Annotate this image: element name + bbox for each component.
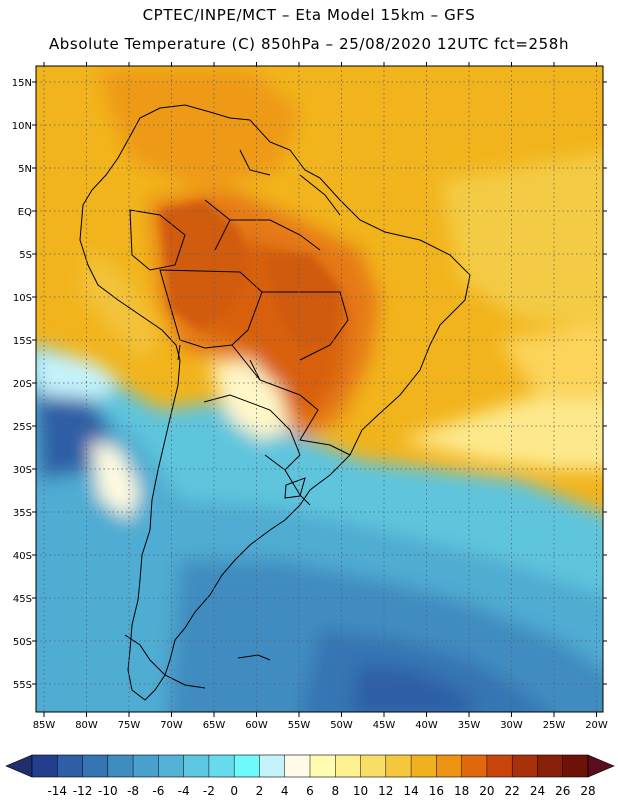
colorbar-label: -14 [47,784,67,798]
colorbar-label: 2 [256,784,264,798]
colorbar-label: 4 [281,784,289,798]
lon-label: 50W [330,720,353,731]
axes: 85W 80W 75W 70W 65W 60W 55W 50W 45W 40W 35W 30W 25W 2… [12,62,608,731]
lon-label: 30W [500,720,523,731]
colorbar-swatch [32,755,58,777]
colorbar-label: 10 [353,784,368,798]
colorbar-swatch [57,755,83,777]
lon-label: 70W [160,720,183,731]
lon-label: 75W [118,720,141,731]
colorbar-swatch [385,755,412,777]
colorbar-label: 12 [378,784,393,798]
chart-title-line2: Absolute Temperature (C) 850hPa – 25/08/… [48,35,570,53]
colorbar-label: -6 [152,784,164,798]
lon-label: 40W [415,720,438,731]
lat-label: 5S [19,250,32,261]
colorbar-swatch [208,755,235,777]
lon-label: 55W [288,720,311,731]
colorbar-swatch [183,755,210,777]
colorbar-label: 0 [230,784,238,798]
lat-label: 35S [13,508,32,519]
lat-label: 15S [13,336,32,347]
colorbar-label: -10 [98,784,118,798]
colorbar-swatch [411,755,437,777]
colorbar-swatch [158,755,184,777]
colorbar-swatch [82,755,109,777]
lat-label: 30S [13,465,32,476]
colorbar-label: -8 [127,784,139,798]
coastline-and-borders [79,104,471,701]
colorbar-swatch [133,755,159,777]
lat-label: 15N [12,78,32,89]
colorbar-swatch [310,755,336,777]
colorbar: -14 -12 -10 -8 -6 -4 -2 0 2 4 6 8 10 12 14 16 18 20 22 24 26… [5,754,615,798]
lon-label: 85W [33,720,56,731]
lat-label: 10S [13,293,32,304]
colorbar-label: -4 [178,784,190,798]
colorbar-swatch [537,755,564,777]
lon-label: 25W [543,720,566,731]
colorbar-swatch [461,755,488,777]
colorbar-swatch [436,755,462,777]
colorbar-swatch [234,755,260,777]
colorbar-swatch [360,755,387,777]
chart-title-line1: CPTEC/INPE/MCT – Eta Model 15km – GFS [142,6,476,24]
lat-label: 5N [18,164,32,175]
lon-label: 35W [458,720,481,731]
colorbar-label: 8 [331,784,339,798]
lon-label: 60W [245,720,268,731]
map-frame [35,65,604,713]
colorbar-swatch [284,755,311,777]
lon-label: 80W [75,720,98,731]
lon-label: 20W [585,720,608,731]
lat-label: 25S [13,422,32,433]
temperature-field [36,66,603,712]
colorbar-label: 24 [530,784,545,798]
lat-label: 50S [13,637,32,648]
colorbar-label: 14 [403,784,418,798]
colorbar-label: 28 [580,784,595,798]
colorbar-label: 18 [454,784,469,798]
colorbar-label: -12 [73,784,93,798]
colorbar-swatch [512,755,538,777]
colorbar-label: 16 [429,784,444,798]
colorbar-label: 20 [479,784,494,798]
colorbar-swatch [107,755,134,777]
lon-label: 45W [373,720,396,731]
colorbar-label: 26 [555,784,570,798]
colorbar-low-arrow [5,754,33,778]
colorbar-high-arrow [587,754,615,778]
colorbar-swatch [486,755,513,777]
colorbar-swatch [335,755,361,777]
colorbar-label: 6 [306,784,314,798]
lat-label: 20S [13,379,32,390]
lat-label: 55S [13,680,32,691]
lon-label: 65W [203,720,226,731]
colorbar-swatch [259,755,286,777]
lat-label: 10N [12,121,32,132]
lat-label: 45S [13,594,32,605]
lat-label: 40S [13,551,32,562]
colorbar-label: -2 [203,784,215,798]
colorbar-label: 22 [505,784,520,798]
lat-lon-grid [36,66,603,712]
colorbar-swatch [562,755,589,777]
lat-label: EQ [18,207,32,218]
